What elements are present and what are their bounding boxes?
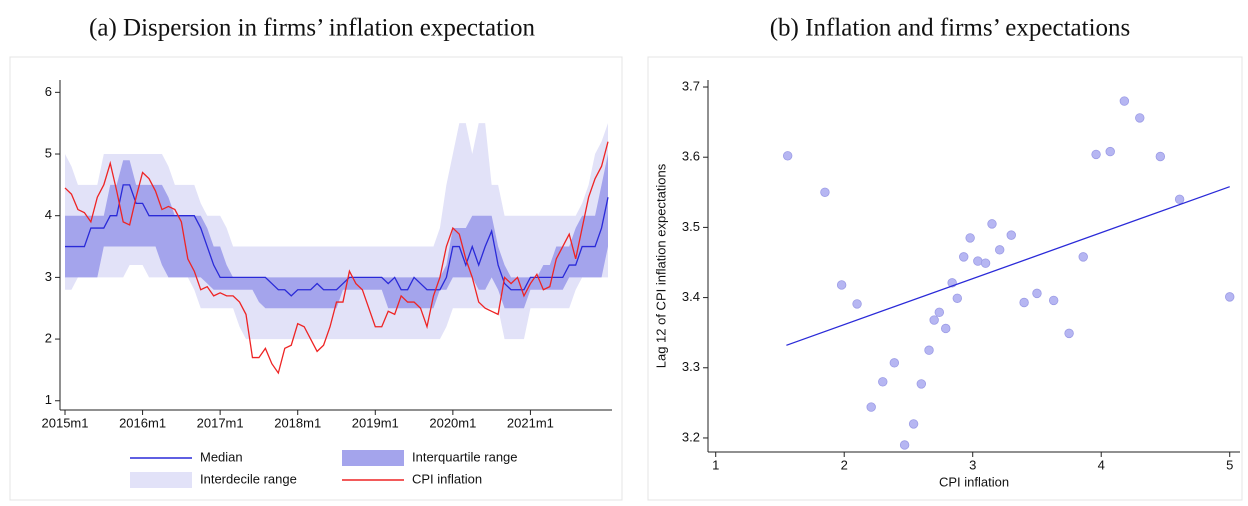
scatter-point bbox=[1105, 146, 1115, 157]
series-line bbox=[64, 141, 609, 375]
x-tick-label: 2016m1 bbox=[119, 415, 166, 430]
y-axis-title: Lag 12 of CPI inflation expectations bbox=[653, 163, 668, 368]
scatter-point bbox=[980, 258, 991, 268]
panel-title: (b) Inflation and firms’ expectations bbox=[770, 15, 1131, 42]
x-tick-label: 2020m1 bbox=[429, 415, 476, 430]
scatter-point bbox=[995, 245, 1005, 255]
scatter-point bbox=[1064, 328, 1074, 339]
scatter-point bbox=[1019, 297, 1029, 308]
scatter-point bbox=[866, 402, 876, 412]
scatter-point bbox=[852, 299, 862, 309]
scatter-point bbox=[929, 315, 939, 325]
scatter-point bbox=[965, 233, 975, 243]
scatter-point bbox=[1078, 252, 1088, 262]
y-tick-label: 4 bbox=[45, 207, 52, 222]
x-tick-label: 2017m1 bbox=[197, 415, 244, 430]
scatter-point bbox=[1006, 230, 1016, 240]
y-tick-label: 3.4 bbox=[682, 289, 700, 304]
legend-label: Median bbox=[200, 449, 243, 464]
x-tick-label: 2015m1 bbox=[42, 415, 89, 430]
range-band bbox=[65, 123, 608, 340]
x-tick-label: 1 bbox=[712, 457, 719, 472]
legend-label: Interdecile range bbox=[200, 471, 297, 486]
legend-label: Interquartile range bbox=[412, 449, 518, 464]
y-tick-label: 6 bbox=[45, 84, 52, 99]
scatter-point bbox=[952, 293, 962, 303]
x-tick-label: 5 bbox=[1226, 457, 1233, 472]
x-tick-label: 2 bbox=[841, 457, 848, 472]
y-tick-label: 3.6 bbox=[682, 149, 700, 164]
y-tick-label: 3.7 bbox=[682, 78, 700, 93]
scatter-point bbox=[820, 187, 830, 198]
scatter-point bbox=[959, 252, 969, 262]
scatter-point bbox=[924, 345, 934, 355]
panel-title: (a) Dispersion in firms’ inflation expec… bbox=[89, 15, 535, 42]
scatter-point bbox=[1091, 149, 1101, 160]
scatter-point bbox=[878, 377, 888, 387]
scatter-point bbox=[973, 256, 983, 266]
scatter-point bbox=[836, 280, 847, 290]
scatter-point bbox=[899, 440, 910, 450]
scatter-point bbox=[934, 307, 945, 318]
scatter-point bbox=[1032, 288, 1042, 299]
panel-frame bbox=[647, 56, 1243, 501]
x-tick-label: 2019m1 bbox=[352, 415, 399, 430]
y-tick-label: 5 bbox=[45, 145, 52, 160]
y-tick-label: 3.2 bbox=[682, 429, 700, 444]
scatter-point bbox=[1119, 96, 1130, 106]
x-tick-label: 3 bbox=[969, 457, 976, 472]
scatter-point bbox=[987, 219, 997, 229]
y-tick-label: 3 bbox=[45, 269, 52, 284]
legend-swatch bbox=[342, 450, 404, 466]
scatter-point bbox=[1048, 295, 1059, 306]
scatter-point bbox=[908, 419, 919, 429]
scatter-point bbox=[889, 358, 900, 368]
x-tick-label: 2018m1 bbox=[274, 415, 321, 430]
x-tick-label: 4 bbox=[1098, 457, 1105, 472]
scatter-point bbox=[1225, 292, 1235, 302]
y-tick-label: 1 bbox=[45, 392, 52, 407]
y-tick-label: 2 bbox=[45, 331, 52, 346]
y-tick-label: 3.3 bbox=[682, 359, 700, 374]
scatter-point bbox=[1174, 194, 1185, 205]
scatter-point bbox=[941, 323, 951, 334]
legend-swatch bbox=[130, 472, 192, 488]
x-tick-label: 2021m1 bbox=[507, 415, 554, 430]
scatter-point bbox=[782, 151, 793, 161]
series-line bbox=[65, 184, 609, 297]
x-axis-title: CPI inflation bbox=[939, 474, 1009, 489]
range-band bbox=[65, 154, 608, 309]
legend-label: CPI inflation bbox=[412, 471, 482, 486]
series-line bbox=[786, 186, 1230, 346]
scatter-point bbox=[1135, 113, 1145, 123]
scatter-point bbox=[916, 379, 927, 389]
y-tick-label: 3.5 bbox=[682, 219, 700, 234]
scatter-point bbox=[1155, 151, 1166, 162]
